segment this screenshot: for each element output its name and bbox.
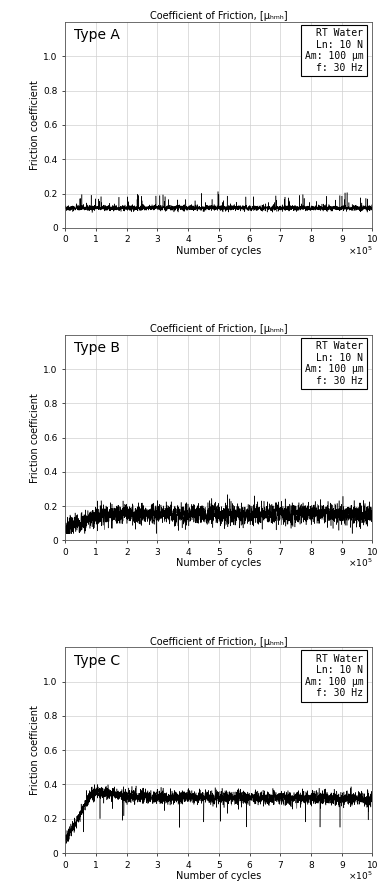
Text: RT Water
Ln: 10 N
Am: 100 μm
f: 30 Hz: RT Water Ln: 10 N Am: 100 μm f: 30 Hz: [305, 653, 363, 698]
Y-axis label: Friction coefficient: Friction coefficient: [30, 392, 40, 483]
Text: $\times10^5$: $\times10^5$: [348, 870, 372, 882]
Text: $\times10^5$: $\times10^5$: [348, 244, 372, 256]
Title: Coefficient of Friction, [μₕₘₕ]: Coefficient of Friction, [μₕₘₕ]: [150, 324, 288, 334]
X-axis label: Number of cycles: Number of cycles: [176, 559, 262, 568]
Text: Type B: Type B: [74, 341, 121, 354]
Text: $\times10^5$: $\times10^5$: [348, 557, 372, 569]
Text: RT Water
Ln: 10 N
Am: 100 μm
f: 30 Hz: RT Water Ln: 10 N Am: 100 μm f: 30 Hz: [305, 341, 363, 385]
Title: Coefficient of Friction, [μₕₘₕ]: Coefficient of Friction, [μₕₘₕ]: [150, 636, 288, 646]
Y-axis label: Friction coefficient: Friction coefficient: [30, 80, 40, 170]
X-axis label: Number of cycles: Number of cycles: [176, 246, 262, 255]
Text: Type A: Type A: [74, 28, 120, 42]
Y-axis label: Friction coefficient: Friction coefficient: [30, 705, 40, 795]
Text: RT Water
Ln: 10 N
Am: 100 μm
f: 30 Hz: RT Water Ln: 10 N Am: 100 μm f: 30 Hz: [305, 28, 363, 73]
Title: Coefficient of Friction, [μₕₘₕ]: Coefficient of Friction, [μₕₘₕ]: [150, 11, 288, 21]
Text: Type C: Type C: [74, 653, 121, 667]
X-axis label: Number of cycles: Number of cycles: [176, 871, 262, 881]
